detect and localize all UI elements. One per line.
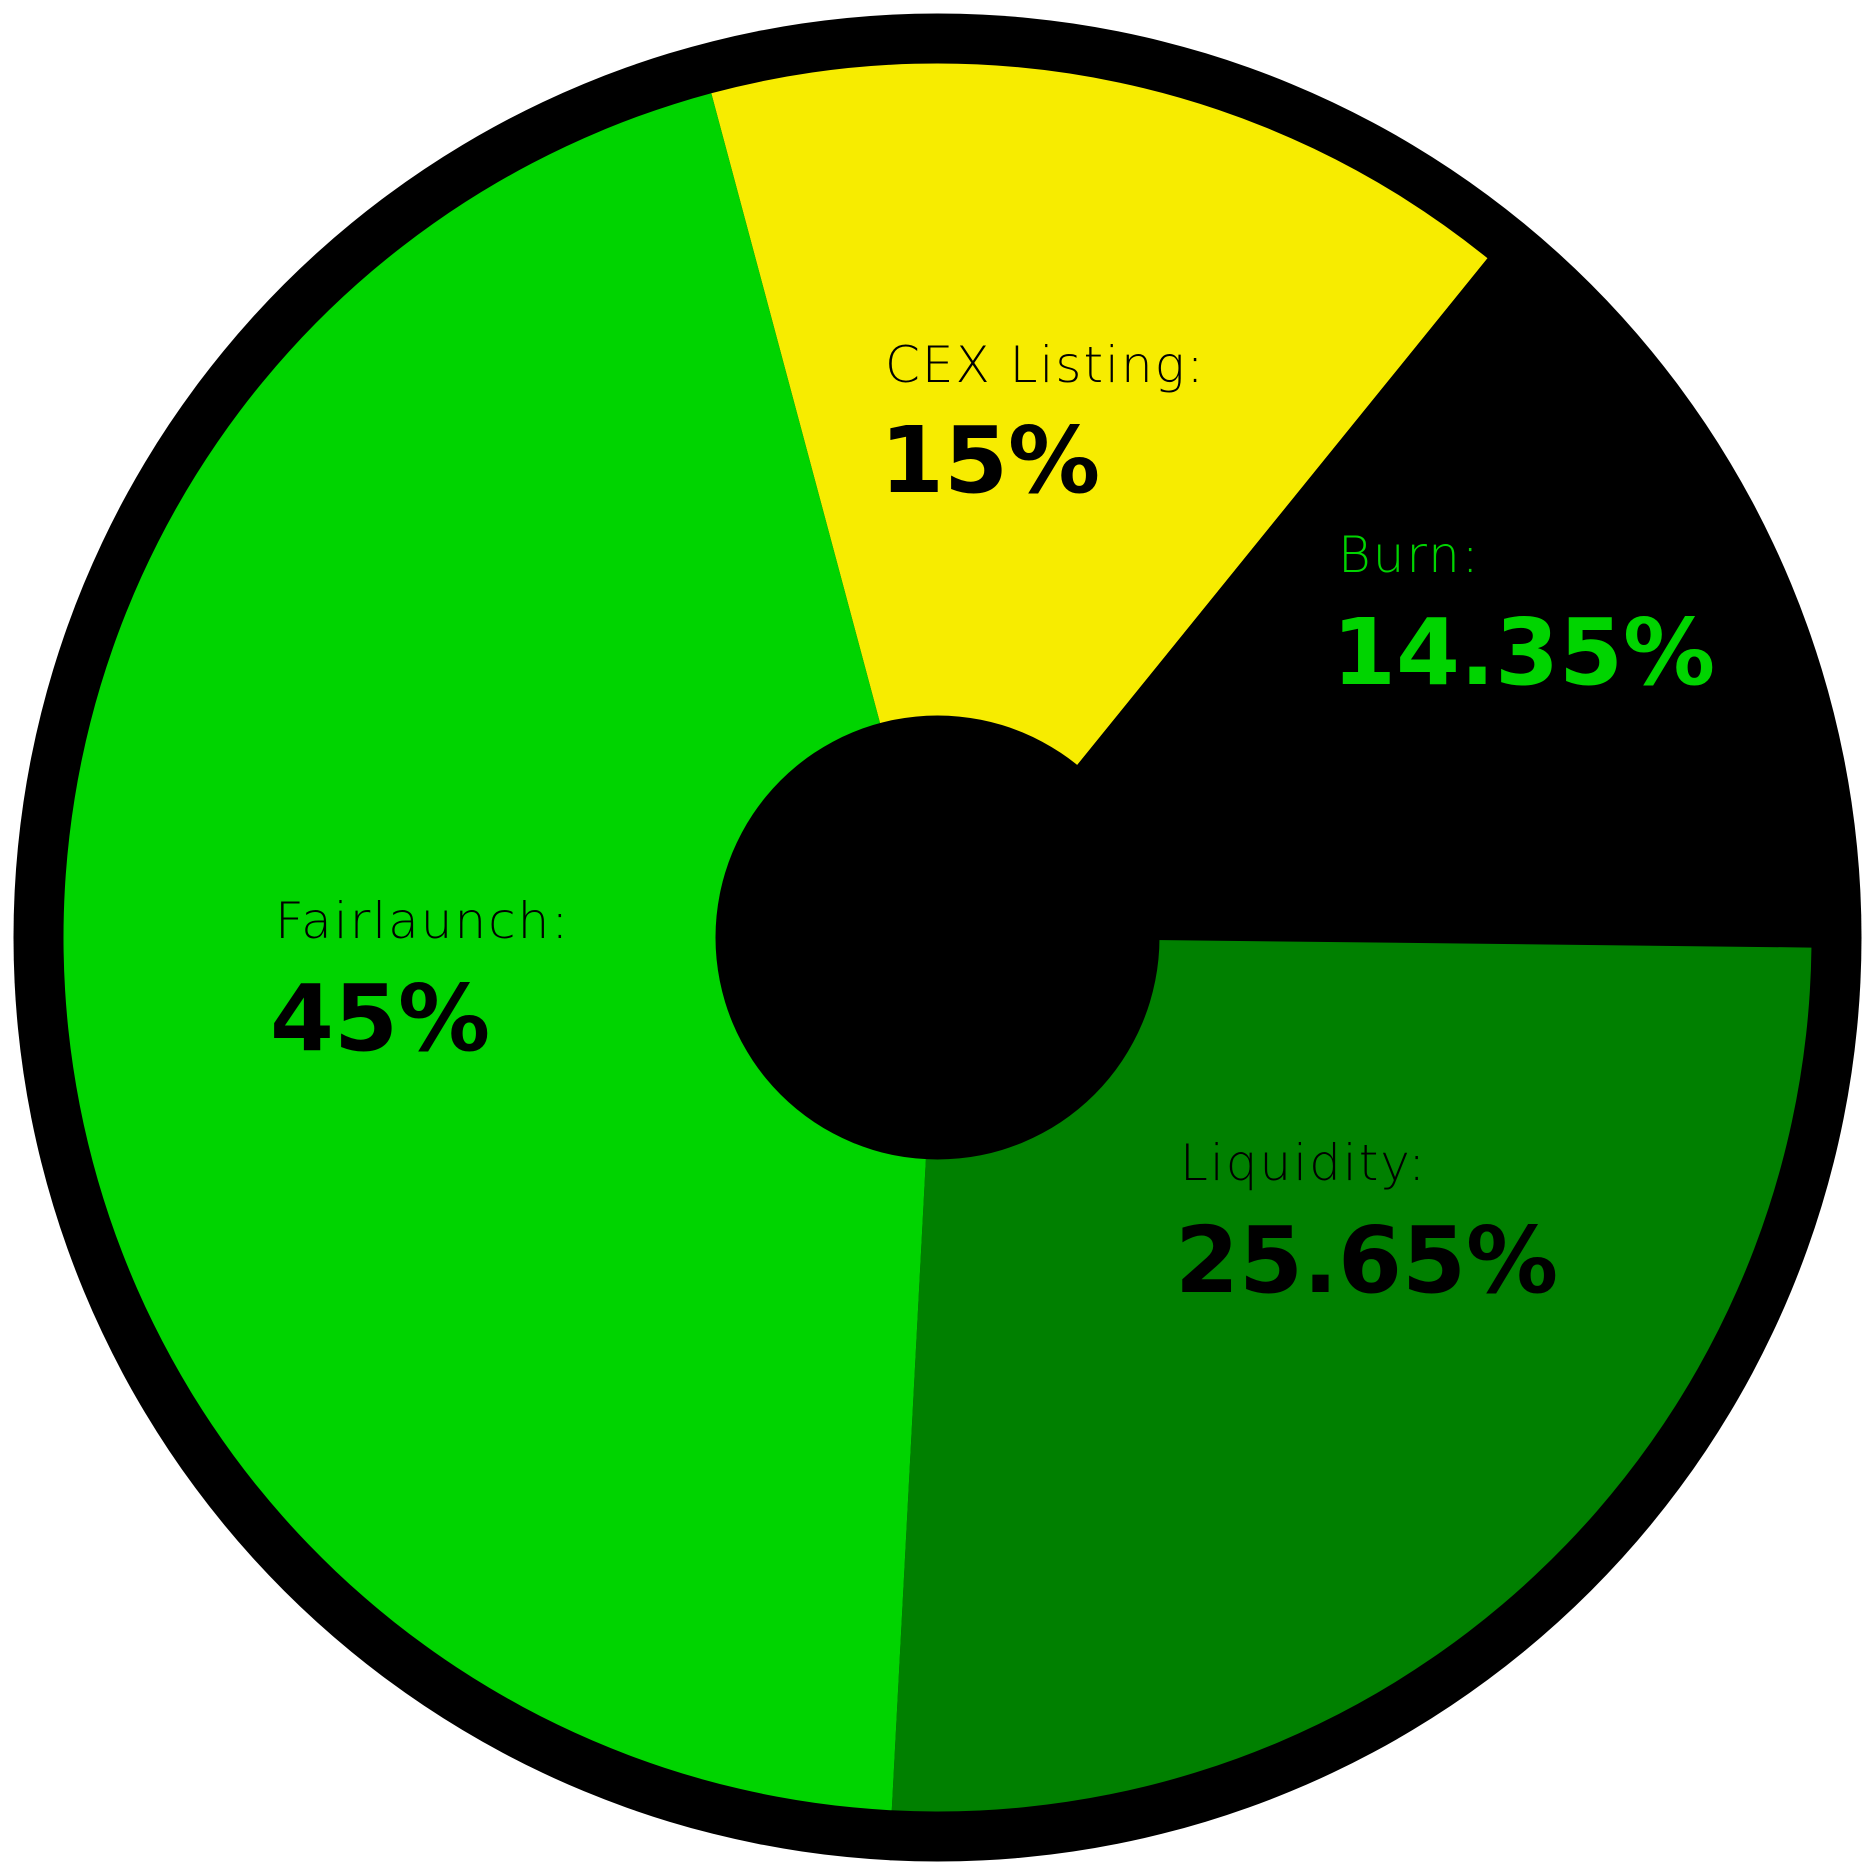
slice-value-cex-listing: 15%: [880, 407, 1100, 514]
slice-value-burn: 14.35%: [1332, 599, 1715, 706]
slice-value-fairlaunch: 45%: [270, 965, 490, 1072]
slice-value-liquidity: 25.65%: [1175, 1207, 1558, 1314]
donut-hole: [715, 715, 1160, 1160]
slice-label-burn: Burn:: [1338, 526, 1481, 584]
pie-slice-liquidity: [891, 937, 1812, 1812]
pie-slice-fairlaunch: [63, 93, 938, 1811]
pie-slice-burn: [937, 258, 1812, 948]
slices-group: [63, 63, 1812, 1812]
slice-label-cex-listing: CEX Listing:: [885, 336, 1205, 394]
slice-label-fairlaunch: Fairlaunch:: [275, 892, 570, 950]
slice-label-liquidity: Liquidity:: [1180, 1134, 1427, 1192]
